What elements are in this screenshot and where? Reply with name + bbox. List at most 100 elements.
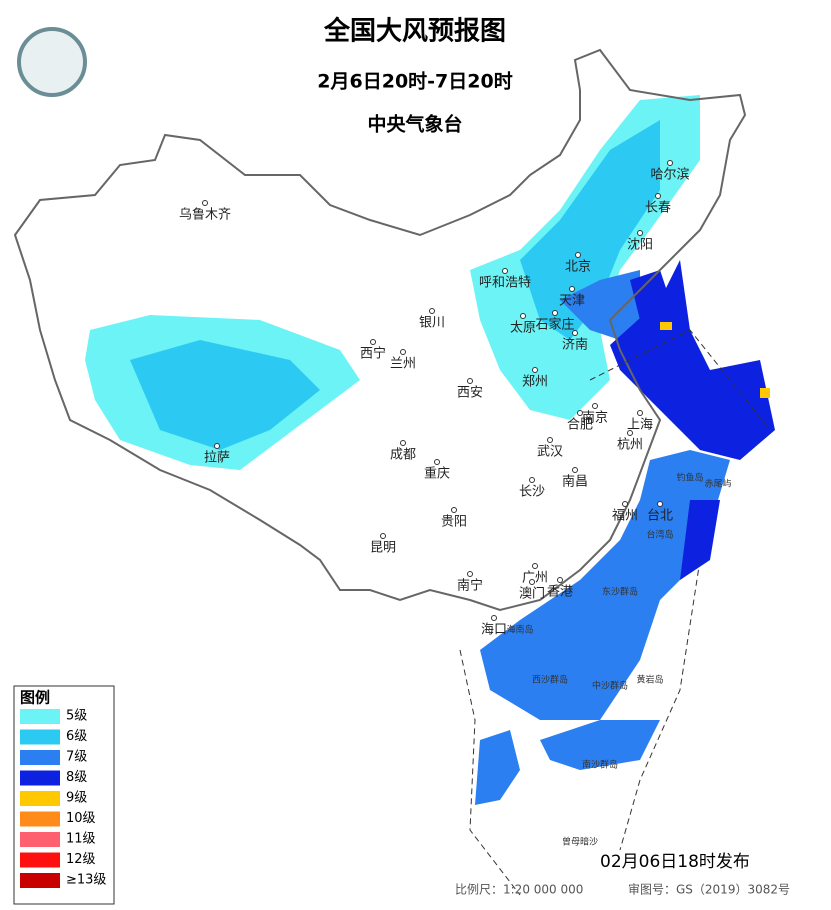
city-label: 重庆 xyxy=(424,466,450,482)
city-dot xyxy=(380,533,386,539)
city-dot xyxy=(592,403,598,409)
sea-boundary xyxy=(459,329,771,896)
issued: 02月06日18时发布 xyxy=(600,852,750,872)
city-dot xyxy=(667,160,673,166)
period: 2月6日20时-7日20时 xyxy=(317,71,512,93)
city-label: 杭州 xyxy=(617,438,643,453)
legend-swatch xyxy=(20,709,60,724)
place-label: 曾母暗沙 xyxy=(562,836,598,848)
wind-zone xyxy=(630,270,670,320)
issuer: 中央气象台 xyxy=(367,113,462,136)
legend-swatch xyxy=(20,852,60,868)
city-label: 兰州 xyxy=(390,357,416,372)
legend-swatch xyxy=(20,750,60,765)
legend-label: 8级 xyxy=(66,770,87,785)
city-dot xyxy=(434,459,440,465)
city-dot xyxy=(572,330,578,336)
city-dot xyxy=(400,349,406,355)
city-label: 西安 xyxy=(457,386,483,401)
city-dot xyxy=(657,501,663,507)
city-dot xyxy=(429,308,435,314)
wind-zone xyxy=(660,322,672,330)
city-dot xyxy=(552,310,558,316)
wind-zones xyxy=(85,95,775,805)
city-dot xyxy=(532,367,538,373)
city-label: 郑州 xyxy=(522,375,548,390)
city-label: 北京 xyxy=(565,260,591,275)
city-dot xyxy=(622,501,628,507)
city-label: 乌鲁木齐 xyxy=(179,207,231,223)
legend-title: 图例 xyxy=(20,689,50,707)
city-dot xyxy=(627,430,633,436)
city-dot xyxy=(572,467,578,473)
scale: 比例尺：1:20 000 000 xyxy=(455,883,583,897)
city-label: 香港 xyxy=(547,585,573,600)
city-label: 哈尔滨 xyxy=(650,167,689,183)
city-dot xyxy=(400,440,406,446)
legend-swatch xyxy=(20,791,60,806)
city-label: 长春 xyxy=(645,201,671,216)
wind-zone xyxy=(560,270,640,340)
place-label: 西沙群岛 xyxy=(532,674,568,686)
china-outline xyxy=(13,48,747,612)
city-dot xyxy=(214,443,220,449)
city-dot xyxy=(202,200,208,206)
place-label: 黄岩岛 xyxy=(636,674,663,686)
city-label: 石家庄 xyxy=(535,317,574,333)
city-dot xyxy=(502,268,508,274)
legend-swatch xyxy=(20,811,60,827)
city-label: 上海 xyxy=(627,418,653,433)
legend-label: 11级 xyxy=(66,832,96,847)
city-label: 呼和浩特 xyxy=(479,276,531,291)
legend-swatch xyxy=(20,873,60,888)
city-dot xyxy=(520,313,526,319)
city-label: 银川 xyxy=(419,316,445,331)
city-dot xyxy=(370,339,376,345)
city-dot xyxy=(467,571,473,577)
legend: 5级 6级 7级 8级 9级 10级 11级 12级 ≥13级 xyxy=(20,709,106,888)
city-label: 合肥 xyxy=(567,418,593,433)
city-label: 海口 xyxy=(481,623,507,638)
place-label: 东沙群岛 xyxy=(602,586,638,598)
city-dot xyxy=(451,507,457,513)
wind-zone xyxy=(520,120,660,340)
city-label: 成都 xyxy=(390,448,416,463)
legend-swatch xyxy=(20,729,60,745)
city-label: 南京 xyxy=(582,410,608,426)
wind-zone xyxy=(540,720,660,770)
city-label: 沈阳 xyxy=(627,238,653,253)
city-label: 澳门 xyxy=(519,586,545,602)
city-dot xyxy=(569,286,575,292)
review: 审图号：GS（2019）3082号 xyxy=(628,882,790,897)
place-label: 海南岛 xyxy=(506,624,533,636)
city-dot xyxy=(529,579,535,585)
legend-label: 7级 xyxy=(66,750,87,765)
logo xyxy=(17,27,87,97)
city-label: 长沙 xyxy=(519,485,545,500)
legend-label: ≥13级 xyxy=(66,873,106,888)
city-dot xyxy=(637,410,643,416)
legend-label: 6级 xyxy=(66,729,87,744)
city-label: 武汉 xyxy=(537,445,563,460)
legend-label: 5级 xyxy=(66,709,87,724)
city-label: 太原 xyxy=(510,321,536,336)
city-dot xyxy=(577,410,583,416)
city-dot xyxy=(529,477,535,483)
legend-label: 10级 xyxy=(66,811,96,826)
city-label: 福州 xyxy=(612,509,638,524)
legend-swatch xyxy=(20,770,60,786)
legend-label: 12级 xyxy=(66,852,96,867)
city-label: 南昌 xyxy=(562,474,588,490)
place-label: 台湾岛 xyxy=(646,529,673,541)
city-dot xyxy=(637,230,643,236)
city-label: 昆明 xyxy=(370,541,396,556)
city-label: 拉萨 xyxy=(204,451,230,466)
city-label: 广州 xyxy=(522,571,548,586)
city-label: 济南 xyxy=(562,337,588,353)
legend-label: 9级 xyxy=(66,791,87,806)
legend-swatch xyxy=(20,832,60,847)
city-dot xyxy=(655,193,661,199)
city-label: 天津 xyxy=(559,294,585,309)
city-dot xyxy=(575,252,581,258)
